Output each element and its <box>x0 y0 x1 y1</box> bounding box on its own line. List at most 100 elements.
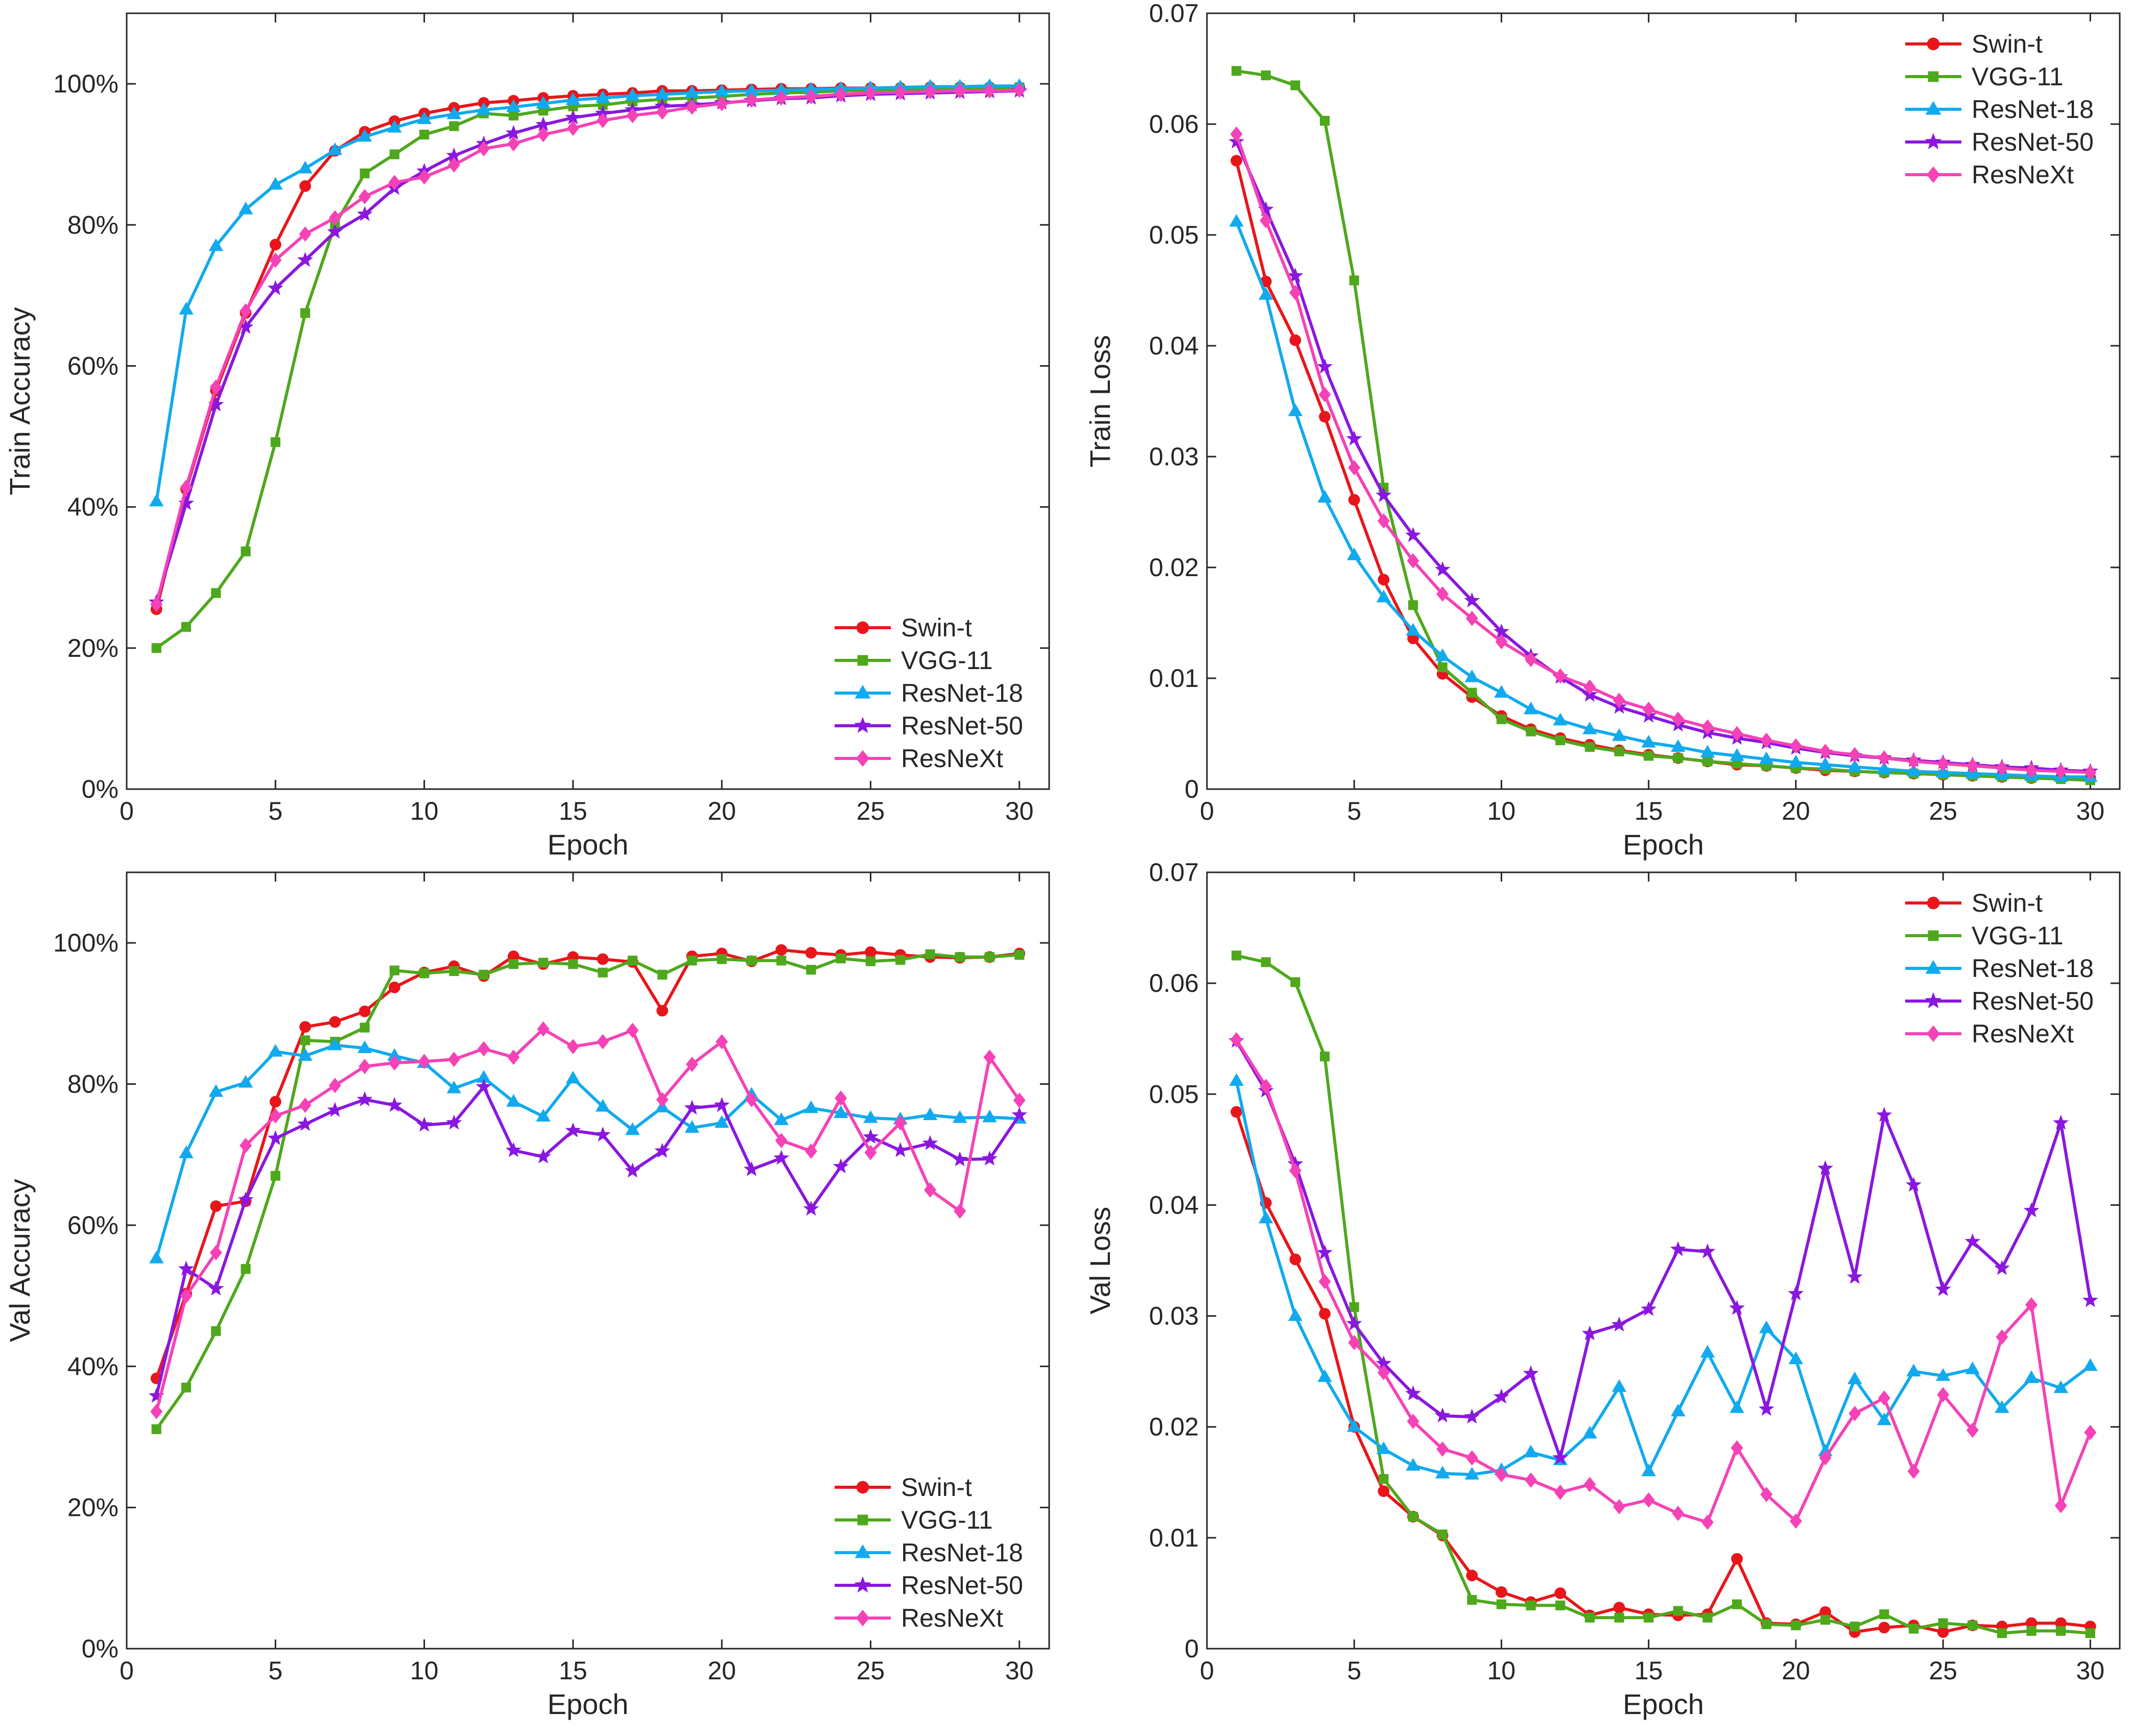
data-point <box>178 495 194 510</box>
data-point <box>1289 1253 1301 1266</box>
data-point <box>1819 744 1832 759</box>
data-point <box>297 1116 313 1131</box>
data-point <box>1907 1463 1920 1479</box>
data-point <box>1465 610 1478 626</box>
legend-entry: Swin-t <box>835 1473 972 1502</box>
data-point <box>505 1142 522 1157</box>
data-point <box>656 104 669 120</box>
y-tick-label: 0.04 <box>1149 1191 1199 1219</box>
data-point <box>982 1150 998 1166</box>
data-point <box>538 958 549 968</box>
legend-entry: ResNet-50 <box>1905 987 2094 1015</box>
data-point <box>1968 1620 1978 1630</box>
data-point <box>1789 738 1802 754</box>
data-point <box>654 1143 671 1158</box>
legend-label: ResNeXt <box>901 744 1003 773</box>
data-point <box>1434 1407 1451 1423</box>
data-point <box>1287 268 1304 283</box>
data-point <box>1935 1368 1951 1381</box>
data-point <box>329 1016 341 1028</box>
data-point <box>984 952 995 962</box>
data-point <box>1644 751 1654 761</box>
data-point <box>1378 574 1390 586</box>
data-point <box>1584 1612 1595 1623</box>
data-point <box>387 120 402 133</box>
legend-marker <box>1925 992 1942 1009</box>
data-point <box>211 1326 221 1336</box>
data-point <box>1995 1400 2009 1413</box>
legend-marker <box>1927 166 1940 183</box>
data-point <box>1496 1586 1507 1598</box>
data-point <box>1348 460 1361 475</box>
y-tick-label: 0.01 <box>1149 1524 1199 1552</box>
y-tick-label: 40% <box>67 493 119 521</box>
data-point <box>1732 758 1742 769</box>
data-point <box>1937 1387 1950 1402</box>
data-point <box>328 1078 341 1093</box>
data-point <box>209 1245 222 1261</box>
legend-label: ResNet-50 <box>901 711 1023 740</box>
data-point <box>595 105 611 121</box>
data-point <box>776 956 787 966</box>
data-point <box>478 1041 490 1057</box>
data-point <box>1494 1388 1509 1404</box>
data-point <box>268 1043 283 1057</box>
legend-label: Swin-t <box>901 613 972 642</box>
y-axis-label: Train Loss <box>1084 335 1116 467</box>
data-point <box>626 1022 639 1038</box>
data-point <box>1349 275 1359 286</box>
data-point <box>151 1424 161 1434</box>
data-point <box>211 588 221 598</box>
data-point <box>2056 1626 2066 1636</box>
legend-label: ResNet-18 <box>1972 954 2094 983</box>
data-point <box>1435 1465 1450 1479</box>
data-point <box>1376 589 1391 603</box>
data-point <box>1408 600 1418 610</box>
data-point <box>2084 1424 2097 1440</box>
data-point <box>657 969 668 980</box>
data-point <box>1612 728 1627 741</box>
legend: Swin-t VGG-11 ResNet-18 ResNet-50 ResNeXt <box>1895 881 2110 1056</box>
data-point <box>565 1071 581 1084</box>
data-point <box>269 1096 281 1108</box>
data-point <box>150 597 163 612</box>
data-point <box>449 966 459 977</box>
data-point <box>1258 201 1274 217</box>
data-point <box>449 121 459 131</box>
data-point <box>418 1054 431 1069</box>
data-point <box>1966 758 1979 774</box>
data-point <box>983 83 996 99</box>
data-point <box>208 1084 224 1097</box>
data-point <box>744 83 759 96</box>
data-point <box>1791 1620 1801 1630</box>
data-point <box>1877 1412 1892 1425</box>
y-tick-label: 20% <box>67 1493 119 1522</box>
x-tick-label: 30 <box>2076 1656 2105 1685</box>
data-point <box>717 954 727 964</box>
data-point <box>805 947 817 959</box>
data-point <box>925 949 935 959</box>
y-tick-label: 0 <box>1185 775 1199 803</box>
x-tick-label: 25 <box>857 1656 885 1685</box>
data-point <box>1525 652 1537 668</box>
data-point <box>508 959 518 969</box>
data-point <box>1876 1107 1892 1122</box>
data-point <box>1526 726 1536 736</box>
series-line <box>155 1085 1021 1396</box>
data-point <box>357 129 372 142</box>
legend-marker <box>856 750 869 767</box>
data-point <box>476 1070 491 1083</box>
data-point <box>1672 1506 1685 1521</box>
data-point <box>447 1052 460 1067</box>
data-point <box>566 121 579 136</box>
data-point <box>1378 1485 1390 1497</box>
x-tick-label: 5 <box>1347 797 1361 825</box>
data-point <box>388 175 401 191</box>
legend: Swin-t VGG-11 ResNet-18 ResNet-50 ResNeXt <box>824 605 1039 781</box>
data-point <box>1349 1302 1359 1312</box>
data-point <box>507 1050 520 1065</box>
x-tick-label: 0 <box>120 1656 134 1685</box>
data-point <box>181 1383 192 1393</box>
legend-entry: ResNet-50 <box>835 1571 1023 1600</box>
data-point <box>565 109 581 125</box>
